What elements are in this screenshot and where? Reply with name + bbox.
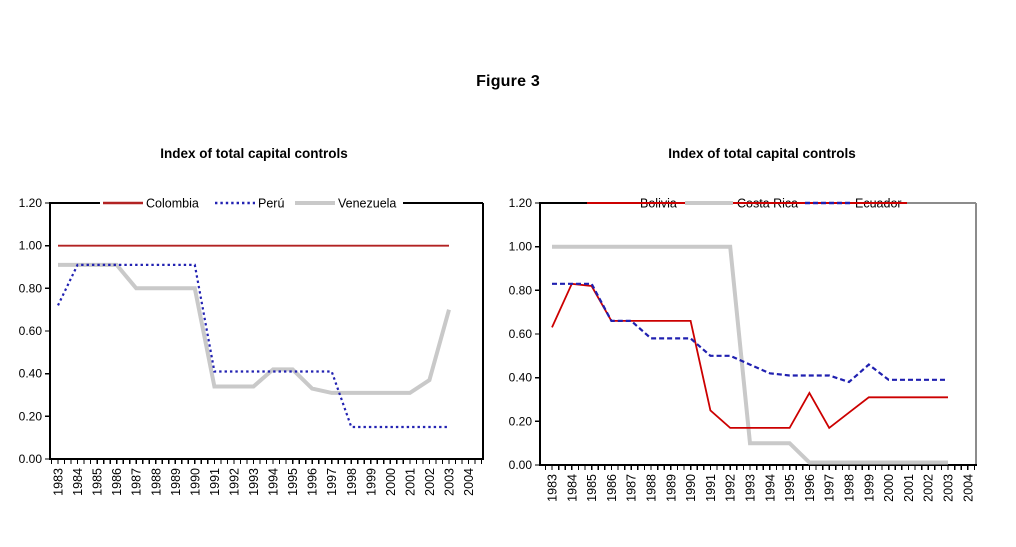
x-tick-label: 1990: [188, 468, 202, 496]
y-tick-label: 0.60: [19, 324, 43, 338]
x-tick-label: 1987: [130, 468, 144, 496]
y-tick-label: 1.20: [19, 196, 43, 210]
x-tick-label: 1983: [52, 468, 66, 496]
plot-canvas-left: 0.00 0.20 0.40 0.60 0.80 1.00 1.20 1983 1984 1985…: [19, 195, 484, 496]
series-lines: [57, 244, 451, 429]
x-tick-label: 1996: [803, 474, 817, 502]
x-axis-labels: 1983 1984 1985 1986 1987 1988 1989 1990 1991 1992…: [546, 474, 976, 502]
axes: [539, 202, 977, 466]
y-axis-labels: 0.00 0.20 0.40 0.60 0.80 1.00 1.20: [19, 196, 50, 466]
series-ecuador-line: [552, 282, 948, 384]
x-axis-ticks: [544, 465, 976, 470]
x-tick-label: 1995: [783, 474, 797, 502]
y-tick-label: 0.60: [509, 327, 533, 341]
chart-colombia-peru-venezuela: Index of total capital controls 0.00 0.20…: [0, 140, 508, 540]
x-tick-label: 2001: [403, 468, 417, 496]
x-tick-label: 1996: [306, 468, 320, 496]
x-tick-label: 1999: [364, 468, 378, 496]
x-tick-label: 1985: [585, 474, 599, 502]
x-tick-label: 1992: [227, 468, 241, 496]
x-tick-label: 1999: [862, 474, 876, 502]
series-per--line: [57, 263, 449, 429]
y-tick-label: 0.40: [19, 367, 43, 381]
x-tick-label: 1992: [724, 474, 738, 502]
plot-canvas-right: 0.00 0.20 0.40 0.60 0.80 1.00 1.20 1983 1984 1985…: [509, 196, 977, 502]
legend-label-per-: Perú: [258, 197, 284, 211]
x-tick-label: 1993: [247, 468, 261, 496]
x-tick-label: 1989: [664, 474, 678, 502]
y-axis-labels: 0.00 0.20 0.40 0.60 0.80 1.00 1.20: [509, 196, 540, 472]
x-tick-label: 1987: [625, 474, 639, 502]
y-tick-label: 0.80: [19, 281, 43, 295]
plot-frame: [540, 202, 977, 465]
x-tick-label: 2003: [942, 474, 956, 502]
figure-title: Figure 3: [476, 73, 540, 90]
x-axis-ticks: [50, 459, 483, 464]
y-tick-label: 0.00: [19, 452, 43, 466]
y-tick-label: 0.80: [509, 283, 533, 297]
series-lines: [551, 244, 948, 465]
x-tick-label: 1994: [763, 474, 777, 502]
x-tick-label: 2002: [423, 468, 437, 496]
x-tick-label: 1986: [110, 468, 124, 496]
x-tick-label: 2004: [462, 468, 476, 496]
y-tick-label: 1.00: [19, 239, 43, 253]
charts-row: Index of total capital controls 0.00 0.20…: [0, 140, 1016, 540]
y-tick-label: 0.20: [509, 414, 533, 428]
x-tick-label: 1983: [546, 474, 560, 502]
x-tick-label: 1991: [704, 474, 718, 502]
y-tick-label: 1.00: [509, 240, 533, 254]
x-tick-label: 1995: [286, 468, 300, 496]
x-tick-label: 1991: [208, 468, 222, 496]
x-tick-label: 1998: [345, 468, 359, 496]
x-tick-label: 1986: [605, 474, 619, 502]
x-tick-label: 2000: [384, 468, 398, 496]
x-tick-label: 1997: [823, 474, 837, 502]
y-tick-label: 0.00: [509, 458, 533, 472]
plot-frame: [50, 202, 484, 459]
x-tick-label: 1984: [71, 468, 85, 496]
legend-label-colombia: Colombia: [146, 197, 199, 211]
legend: Bolivia Costa Rica Ecuador: [587, 197, 907, 211]
x-tick-label: 1994: [267, 468, 281, 496]
x-tick-label: 2001: [902, 474, 916, 502]
x-tick-label: 2003: [443, 468, 457, 496]
x-axis-labels: 1983 1984 1985 1986 1987 1988 1989 1990 1991 1992…: [52, 468, 477, 496]
chart-title-left: Index of total capital controls: [160, 146, 348, 161]
x-tick-label: 1984: [565, 474, 579, 502]
series-costa-rica-line: [552, 244, 948, 465]
series-bolivia-line: [551, 282, 948, 430]
chart-title-right: Index of total capital controls: [668, 146, 856, 161]
axes: [49, 202, 484, 460]
y-tick-label: 0.20: [19, 409, 43, 423]
x-tick-label: 2004: [961, 474, 975, 502]
legend-label-venezuela: Venezuela: [338, 197, 396, 211]
y-tick-label: 1.20: [509, 196, 533, 210]
y-tick-label: 0.40: [509, 371, 533, 385]
x-tick-label: 1988: [149, 468, 163, 496]
x-tick-label: 1985: [91, 468, 105, 496]
x-tick-label: 1997: [325, 468, 339, 496]
legend: Colombia Perú Venezuela: [100, 195, 403, 211]
x-tick-label: 2000: [882, 474, 896, 502]
x-tick-label: 2002: [922, 474, 936, 502]
x-tick-label: 1988: [645, 474, 659, 502]
x-tick-label: 1989: [169, 468, 183, 496]
chart-bolivia-costarica-ecuador: Index of total capital controls 0.00 0.20…: [508, 140, 1016, 540]
series-venezuela-line: [58, 262, 451, 395]
x-tick-label: 1993: [744, 474, 758, 502]
x-tick-label: 1998: [843, 474, 857, 502]
x-tick-label: 1990: [684, 474, 698, 502]
